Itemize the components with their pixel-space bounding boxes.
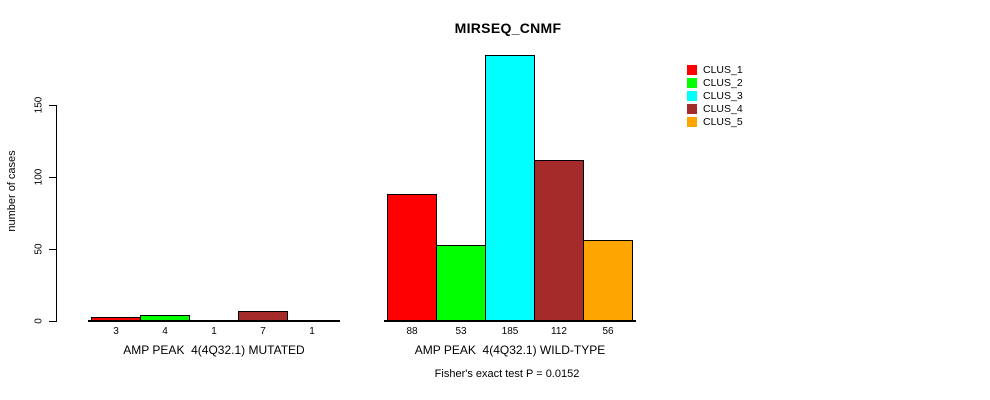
bar-clus_1 bbox=[91, 316, 141, 321]
bar-value-label: 56 bbox=[602, 326, 614, 337]
group-label: AMP PEAK 4(4Q32.1) MUTATED bbox=[123, 343, 305, 357]
legend-item: CLUS_2 bbox=[687, 76, 743, 89]
legend-item: CLUS_3 bbox=[687, 89, 743, 102]
x-axis-line bbox=[384, 320, 636, 322]
legend-swatch bbox=[687, 90, 697, 101]
y-tick bbox=[49, 105, 56, 106]
group-label: AMP PEAK 4(4Q32.1) WILD-TYPE bbox=[414, 343, 606, 357]
bar-clus_4 bbox=[238, 310, 288, 321]
y-tick bbox=[49, 249, 56, 250]
bar-value-label: 88 bbox=[406, 326, 418, 337]
bar-value-label: 1 bbox=[309, 326, 315, 337]
legend-item: CLUS_4 bbox=[687, 102, 743, 115]
bar-value-label: 3 bbox=[113, 326, 119, 337]
bar-clus_2 bbox=[140, 315, 190, 321]
bar-value-label: 112 bbox=[551, 326, 567, 337]
bar-clus_5 bbox=[287, 319, 337, 322]
bar-value-label: 4 bbox=[162, 326, 168, 337]
legend-label: CLUS_2 bbox=[703, 76, 743, 89]
bar-value-label: 185 bbox=[501, 326, 519, 337]
legend-swatch bbox=[687, 64, 697, 75]
legend-swatch bbox=[687, 116, 697, 127]
legend-item: CLUS_5 bbox=[687, 115, 743, 128]
bar-clus_5 bbox=[583, 240, 633, 321]
bar-value-label: 53 bbox=[455, 326, 467, 337]
bar-clus_1 bbox=[387, 194, 437, 321]
y-axis-line bbox=[56, 105, 57, 322]
legend-label: CLUS_3 bbox=[703, 89, 743, 102]
fisher-test-annotation: Fisher's exact test P = 0.0152 bbox=[434, 368, 580, 380]
legend-label: CLUS_4 bbox=[703, 102, 743, 115]
bar-clus_2 bbox=[436, 244, 486, 321]
legend-swatch bbox=[687, 77, 697, 88]
bar-value-label: 1 bbox=[211, 326, 217, 337]
y-tick-label: 150 bbox=[33, 96, 45, 114]
y-tick bbox=[49, 321, 56, 322]
bar-clus_3 bbox=[485, 54, 535, 321]
bar-value-label: 7 bbox=[260, 326, 266, 337]
y-tick-label: 0 bbox=[33, 318, 45, 324]
legend-label: CLUS_1 bbox=[703, 63, 743, 76]
legend-item: CLUS_1 bbox=[687, 63, 743, 76]
y-tick-label: 50 bbox=[33, 243, 45, 255]
legend-swatch bbox=[687, 103, 697, 114]
legend-label: CLUS_5 bbox=[703, 115, 743, 128]
y-axis-title: number of cases bbox=[6, 150, 18, 232]
y-tick-label: 100 bbox=[33, 168, 45, 186]
bar-clus_4 bbox=[534, 159, 584, 321]
chart-title: MIRSEQ_CNMF bbox=[454, 20, 562, 36]
bar-clus_3 bbox=[189, 319, 239, 322]
y-tick bbox=[49, 177, 56, 178]
